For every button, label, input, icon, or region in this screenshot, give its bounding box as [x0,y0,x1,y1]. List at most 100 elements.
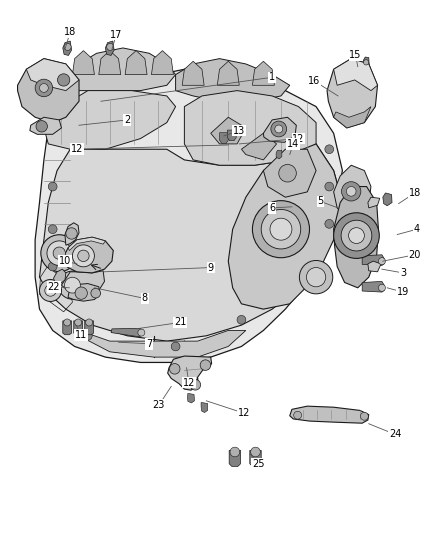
Circle shape [75,287,87,300]
Text: 12: 12 [182,378,194,387]
Polygon shape [249,450,261,466]
Circle shape [252,200,309,258]
Polygon shape [227,130,236,141]
Circle shape [66,228,77,239]
Polygon shape [63,321,71,335]
Circle shape [299,261,332,294]
Circle shape [306,268,325,287]
Circle shape [324,182,333,191]
Polygon shape [167,356,211,390]
Polygon shape [201,402,207,413]
Text: 18: 18 [408,188,420,198]
Text: 4: 4 [413,224,419,234]
Polygon shape [333,59,377,91]
Circle shape [278,165,296,182]
Circle shape [230,447,239,457]
Text: 24: 24 [388,430,400,439]
Circle shape [64,319,71,326]
Polygon shape [39,144,342,341]
Text: 22: 22 [47,282,60,292]
Circle shape [348,228,364,244]
Circle shape [378,284,385,292]
Text: 19: 19 [396,287,408,297]
Polygon shape [367,261,380,272]
Circle shape [48,182,57,191]
Circle shape [45,285,56,296]
Circle shape [270,121,286,137]
Polygon shape [63,41,71,55]
Polygon shape [263,149,315,197]
Circle shape [378,257,385,265]
Polygon shape [79,330,245,357]
Polygon shape [74,321,82,335]
Polygon shape [382,193,391,206]
Text: 6: 6 [268,203,275,213]
Circle shape [53,247,65,260]
Circle shape [106,43,113,51]
Polygon shape [241,133,276,160]
Text: 13: 13 [233,126,245,135]
Polygon shape [61,271,104,294]
Polygon shape [99,51,120,75]
Circle shape [340,220,371,251]
Text: 1: 1 [268,72,275,82]
Text: 23: 23 [152,400,165,410]
Text: 16: 16 [307,76,320,86]
Polygon shape [182,61,204,85]
Polygon shape [333,165,370,219]
Circle shape [85,319,92,326]
Text: 20: 20 [408,250,420,260]
Circle shape [293,411,301,419]
Polygon shape [85,321,93,335]
Circle shape [237,316,245,324]
Circle shape [363,60,368,65]
Text: 12: 12 [237,408,249,418]
Polygon shape [66,48,175,91]
Text: 2: 2 [124,115,130,125]
Circle shape [333,213,378,259]
Circle shape [47,241,71,265]
Polygon shape [217,61,239,85]
Circle shape [72,245,94,267]
Polygon shape [228,144,342,309]
Circle shape [57,74,70,86]
Circle shape [261,209,300,249]
Polygon shape [105,41,114,55]
Polygon shape [276,150,281,159]
Text: 8: 8 [141,294,148,303]
Circle shape [250,447,260,457]
Polygon shape [252,61,274,85]
Circle shape [83,332,92,340]
Text: 9: 9 [207,263,213,272]
Text: 14: 14 [286,139,299,149]
Polygon shape [111,328,142,337]
Circle shape [78,250,89,262]
Polygon shape [263,117,296,142]
Circle shape [138,329,145,336]
Circle shape [269,218,291,240]
Text: 18: 18 [64,27,76,37]
Polygon shape [72,51,94,75]
Polygon shape [367,197,379,208]
Polygon shape [333,187,378,288]
Circle shape [200,360,210,370]
Circle shape [39,84,48,92]
Circle shape [35,79,53,96]
Text: 7: 7 [146,339,152,349]
Circle shape [41,235,78,272]
Polygon shape [35,69,342,362]
Text: 12: 12 [71,144,83,154]
Circle shape [169,364,180,374]
Text: 17: 17 [110,30,122,39]
Polygon shape [30,117,61,134]
Circle shape [274,125,282,133]
Polygon shape [229,450,240,466]
Text: 5: 5 [317,197,323,206]
Polygon shape [219,133,228,143]
Polygon shape [362,57,368,68]
Polygon shape [289,406,368,423]
Circle shape [64,43,71,51]
Circle shape [360,413,367,420]
Polygon shape [326,59,377,128]
Text: 11: 11 [75,330,87,340]
